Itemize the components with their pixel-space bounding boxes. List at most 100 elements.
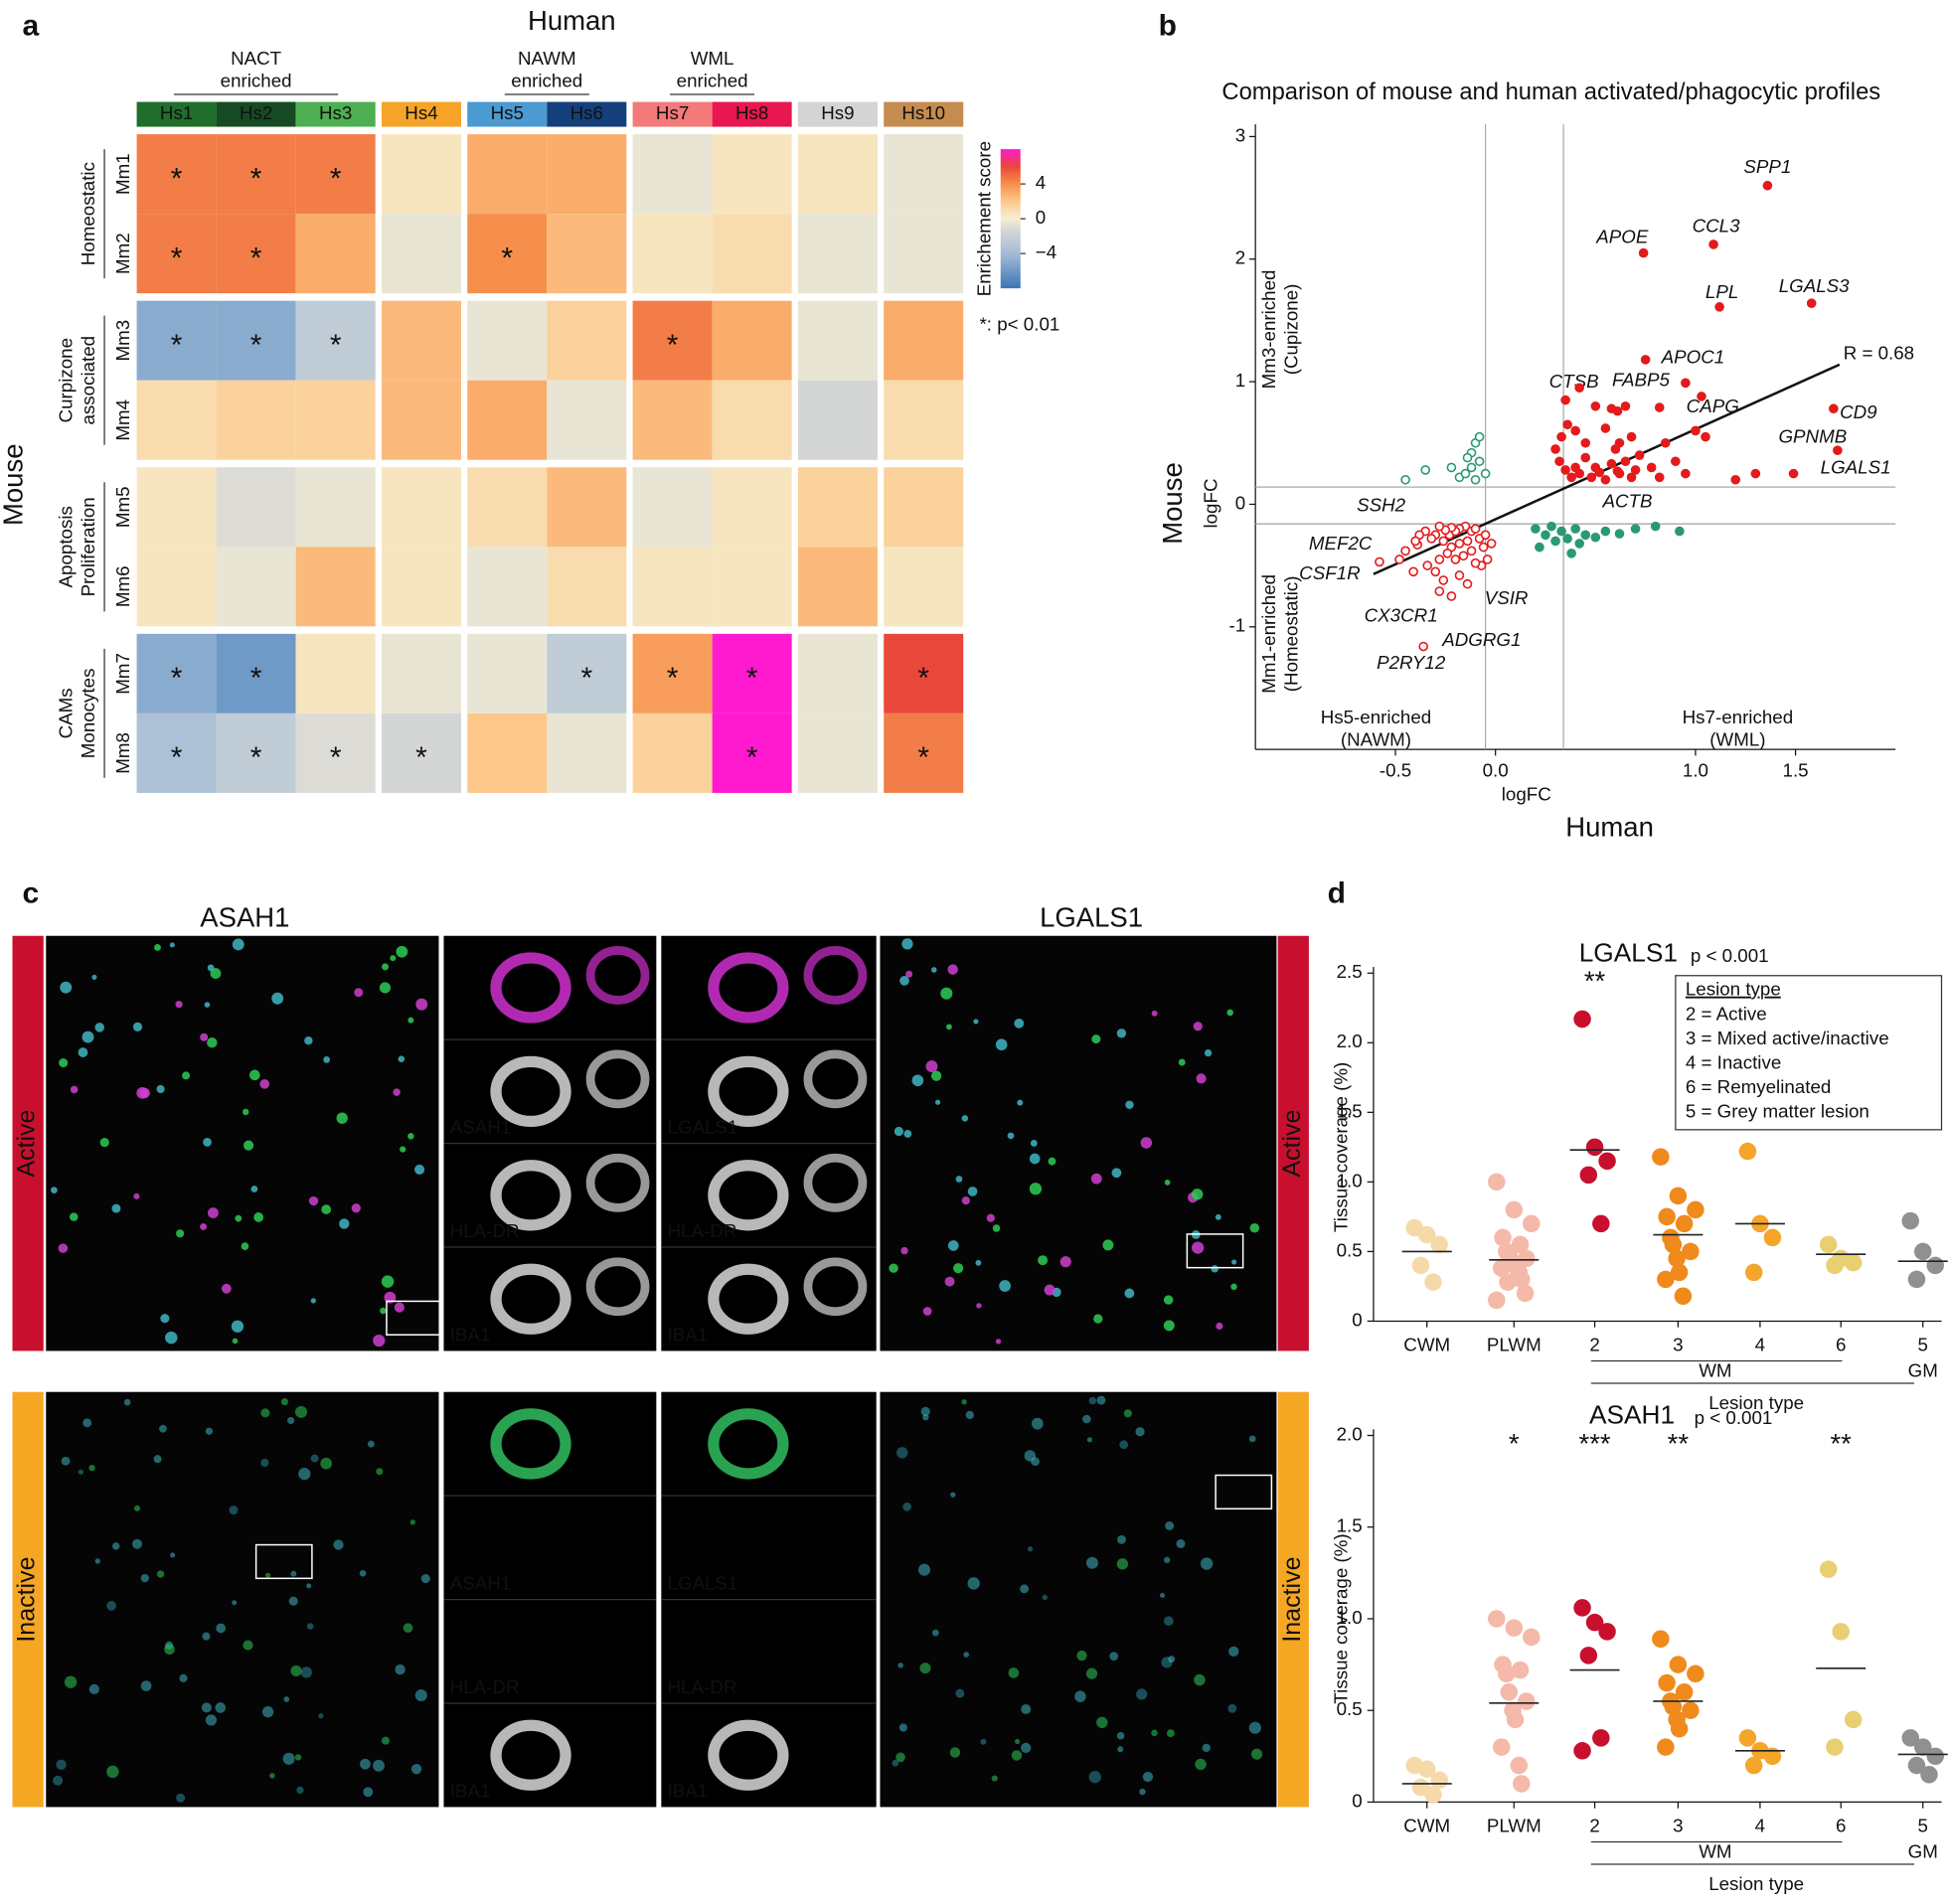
scatter-point: [1451, 555, 1459, 563]
cell-signal: [1091, 1174, 1102, 1185]
column-group-label: enriched: [221, 71, 292, 91]
cell-signal: [321, 1204, 331, 1214]
scatter-point: [1571, 525, 1579, 533]
scatter-point: [1682, 470, 1690, 478]
cell-signal: [382, 1737, 390, 1745]
cell-signal: [1226, 1010, 1233, 1017]
scatter-point: [1587, 473, 1595, 481]
cell-signal: [903, 1130, 911, 1138]
heatmap-cell: [547, 714, 626, 793]
scatter-point: [1622, 457, 1630, 465]
data-point: [1764, 1229, 1782, 1247]
data-point: [1845, 1254, 1863, 1272]
scatter-point: [1472, 476, 1480, 484]
panel-label: c: [23, 876, 40, 909]
data-point: [1501, 1683, 1519, 1701]
cell-signal: [967, 1577, 979, 1589]
cell-signal: [290, 1571, 296, 1577]
cell-signal: [200, 1033, 208, 1041]
cell-signal: [157, 1570, 164, 1577]
significance-star: *: [917, 662, 929, 695]
heatmap-cell: [633, 714, 713, 793]
gene-label: APOC1: [1661, 346, 1725, 367]
data-point: [1592, 1215, 1610, 1233]
cell-signal: [395, 1303, 405, 1313]
cell-signal: [306, 1583, 311, 1588]
cell-signal: [200, 1223, 207, 1230]
x-tick-label: 4: [1755, 1815, 1765, 1835]
heatmap-cell: [633, 381, 713, 460]
cell-signal: [1195, 1759, 1206, 1770]
gene-label: CAPG: [1687, 396, 1739, 416]
cell-signal: [996, 1339, 1001, 1344]
x-tick-label: CWM: [1403, 1815, 1450, 1835]
cell-signal: [298, 1468, 310, 1480]
cell-signal: [1117, 1558, 1128, 1569]
cell-signal: [251, 1186, 258, 1192]
cell-signal: [948, 1240, 959, 1251]
significance-star: *: [330, 741, 342, 774]
scatter-point: [1640, 249, 1648, 257]
cell-signal: [1076, 1651, 1086, 1661]
cell-signal: [382, 1275, 394, 1287]
cell-signal: [51, 1187, 58, 1193]
row-label: Mm3: [112, 320, 133, 362]
scatter-point: [1567, 473, 1575, 481]
cell-signal: [1109, 1652, 1118, 1661]
cell-signal: [923, 1307, 932, 1316]
x-tick-label: PLWM: [1487, 1334, 1542, 1354]
heatmap-cell: [382, 381, 461, 460]
y-tick-label: 3: [1235, 124, 1245, 145]
cell-signal: [134, 1506, 140, 1511]
data-point: [1826, 1257, 1844, 1275]
scatter-point: [1581, 454, 1589, 462]
cell-signal: [265, 1573, 270, 1578]
colorbar-title: Enrichement score: [974, 141, 995, 296]
cell-signal: [262, 1706, 273, 1717]
cell-signal: [124, 1399, 131, 1406]
heatmap-cell: [798, 634, 878, 714]
data-point: [1657, 1271, 1675, 1289]
cell-signal: [894, 1127, 903, 1136]
cell-signal: [1086, 1557, 1098, 1569]
cell-signal: [1192, 1189, 1203, 1199]
scatter-point: [1628, 433, 1636, 441]
heatmap-cell: [467, 134, 547, 214]
y-tick-label: 2: [1235, 247, 1245, 268]
scatter-point: [1468, 547, 1476, 555]
heatmap-cell: [467, 467, 547, 547]
cell-signal: [1167, 1729, 1175, 1737]
cell-signal: [1227, 1704, 1236, 1713]
heatmap-cell: [633, 214, 713, 293]
cell-signal: [1203, 1744, 1211, 1752]
heatmap-cell: [713, 467, 792, 547]
cell-signal: [400, 1146, 406, 1152]
scatter-point: [1419, 643, 1427, 651]
cell-signal: [1021, 1743, 1031, 1753]
cell-signal: [304, 1036, 312, 1044]
cell-signal: [1160, 1593, 1165, 1598]
scatter-point: [1463, 454, 1471, 462]
cell-signal: [154, 944, 161, 951]
scatter-point: [1682, 379, 1690, 387]
heatmap-cell: [884, 301, 963, 381]
scatter-point: [1431, 567, 1439, 575]
cell-signal: [132, 1539, 142, 1549]
cell-signal: [992, 1775, 998, 1781]
cell-signal: [899, 976, 909, 986]
scatter-point: [1581, 439, 1589, 447]
cell-signal: [170, 942, 175, 947]
scatter-point: [1790, 470, 1798, 478]
y-tick-label: 1.5: [1337, 1515, 1363, 1536]
cell-signal: [1096, 1717, 1107, 1728]
colorbar-tick-label: −4: [1036, 241, 1056, 262]
channel-label: LGALS1: [668, 1117, 738, 1138]
data-point: [1658, 1674, 1676, 1692]
data-point: [1573, 1742, 1591, 1760]
data-point: [1676, 1215, 1694, 1233]
cell-signal: [1043, 1595, 1048, 1600]
row-group-label: Curpizone: [55, 338, 76, 422]
heatmap-cell: [547, 214, 626, 293]
cell-signal: [415, 999, 427, 1011]
significance-star: *: [250, 662, 262, 695]
